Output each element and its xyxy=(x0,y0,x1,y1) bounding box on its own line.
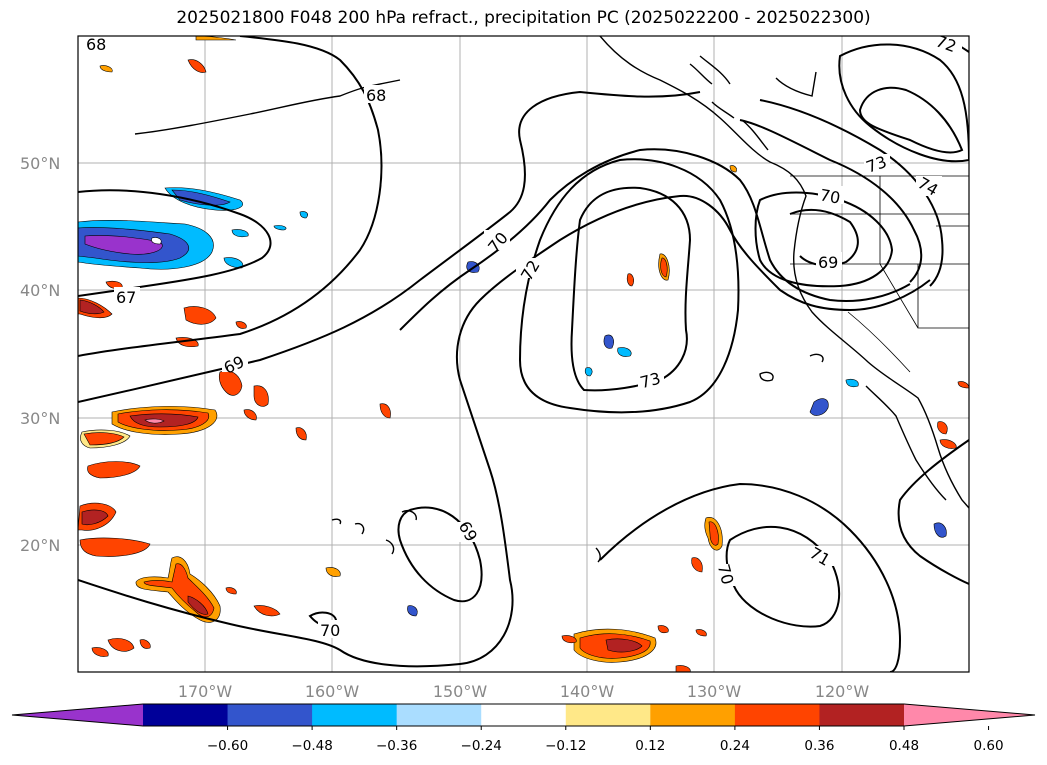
contour-label: 69 xyxy=(818,253,838,272)
colorbar-tick-label: 0.12 xyxy=(635,738,665,754)
colorbar-segment xyxy=(227,704,313,726)
colorbar-tick-label: −0.60 xyxy=(207,738,248,754)
colorbar-segment xyxy=(396,704,482,726)
lon-label-150w: 150°W xyxy=(433,682,488,701)
lat-label-40n: 40°N xyxy=(20,281,60,300)
lat-label-30n: 30°N xyxy=(20,409,60,428)
colorbar-extend-max xyxy=(904,704,1035,726)
lon-label-170w: 170°W xyxy=(178,682,233,701)
map-background xyxy=(78,36,969,672)
latitude-labels: 50°N 40°N 30°N 20°N xyxy=(20,154,60,555)
contour-label: 70 xyxy=(818,185,841,207)
longitude-labels: 170°W 160°W 150°W 140°W 130°W 120°W xyxy=(178,682,870,701)
contour-label: 68 xyxy=(86,35,106,54)
lon-label-120w: 120°W xyxy=(815,682,870,701)
map-title: 2025021800 F048 200 hPa refract., precip… xyxy=(176,8,871,28)
colorbar-tick-label: −0.24 xyxy=(461,738,502,754)
precip-positive xyxy=(78,36,969,672)
contour-labels: 68 68 67 69 70 72 73 69 70 71 70 73 74 xyxy=(84,31,962,640)
colorbar: −0.60 −0.48 −0.36 −0.24 −0.12 0.12 0.24 0.36 0.4… xyxy=(11,703,1036,754)
lon-label-160w: 160°W xyxy=(305,682,360,701)
colorbar-tick-label: 0.48 xyxy=(889,738,919,754)
precip-negative xyxy=(78,187,947,617)
lon-label-140w: 140°W xyxy=(560,682,615,701)
map-frame xyxy=(77,35,970,673)
colorbar-segment xyxy=(312,704,398,726)
colorbar-segment xyxy=(819,704,905,726)
contour-label: 73 xyxy=(638,369,663,393)
contour-label: 70 xyxy=(714,562,738,587)
lat-label-50n: 50°N xyxy=(20,154,60,173)
colorbar-tick-label: 0.24 xyxy=(720,738,750,754)
colorbar-segment xyxy=(143,704,229,726)
colorbar-segment xyxy=(734,704,820,726)
contour-label: 72 xyxy=(933,31,959,56)
colorbar-segment xyxy=(650,704,736,726)
colorbar-tick-label: 0.36 xyxy=(804,738,834,754)
coastlines xyxy=(134,36,969,563)
contour-label: 67 xyxy=(116,288,136,307)
colorbar-tick-label: −0.12 xyxy=(545,738,586,754)
contour-label: 70 xyxy=(320,621,340,640)
colorbar-tick-label: −0.36 xyxy=(376,738,417,754)
lat-label-20n: 20°N xyxy=(20,536,60,555)
lon-label-130w: 130°W xyxy=(687,682,742,701)
colorbar-outline xyxy=(11,703,1036,727)
colorbar-tick-label: −0.48 xyxy=(291,738,332,754)
colorbar-extend-min xyxy=(12,704,143,726)
colorbar-segment xyxy=(481,704,567,726)
contour-label: 68 xyxy=(366,86,386,105)
colorbar-segment xyxy=(565,704,651,726)
colorbar-tick-label: 0.60 xyxy=(974,738,1004,754)
